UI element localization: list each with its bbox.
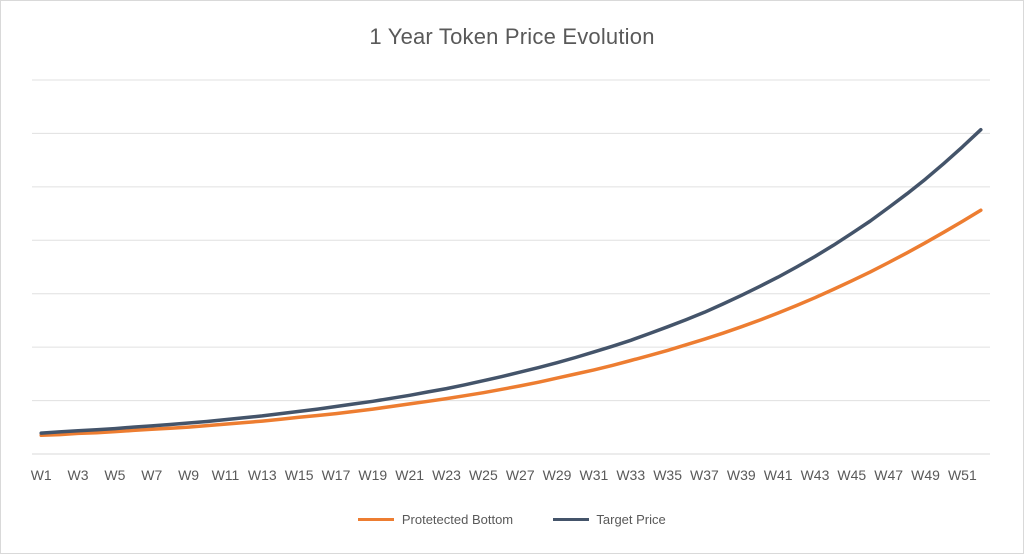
x-tick-label: W17 (322, 467, 351, 483)
x-tick-label: W39 (727, 467, 756, 483)
x-tick-label: W5 (104, 467, 125, 483)
x-tick-label: W9 (178, 467, 199, 483)
x-tick-label: W37 (690, 467, 719, 483)
x-tick-label: W23 (432, 467, 461, 483)
x-tick-label: W3 (68, 467, 89, 483)
legend: Protetected Bottom Target Price (0, 510, 1024, 527)
x-tick-label: W1 (31, 467, 52, 483)
x-tick-label: W21 (395, 467, 424, 483)
legend-item-target-price: Target Price (552, 511, 666, 527)
legend-label-protected-bottom: Protetected Bottom (401, 511, 514, 527)
x-tick-label: W33 (616, 467, 645, 483)
legend-swatch-protected-bottom (358, 517, 395, 521)
x-tick-label: W13 (248, 467, 277, 483)
series-lines (39, 127, 983, 438)
x-tick-label: W43 (801, 467, 830, 483)
x-tick-label: W25 (469, 467, 498, 483)
chart-title: 1 Year Token Price Evolution (369, 24, 655, 49)
x-tick-label: W29 (543, 467, 572, 483)
legend-swatch-target-price (552, 517, 589, 521)
x-tick-label: W45 (837, 467, 866, 483)
x-tick-label: W27 (506, 467, 535, 483)
x-tick-label: W49 (911, 467, 940, 483)
x-axis-ticks: W1 W3 W5 W7 W9 W11 W13 W15 W17 W19 W21 W23 W25 W27 W29… (31, 467, 977, 483)
x-tick-label: W19 (358, 467, 387, 483)
series-line-protected-bottom (39, 208, 983, 438)
legend-label-target-price: Target Price (596, 511, 666, 527)
x-tick-label: W11 (212, 467, 240, 483)
x-tick-label: W47 (874, 467, 903, 483)
series-line-target-price (39, 127, 983, 435)
x-tick-label: W35 (653, 467, 682, 483)
x-tick-label: W31 (580, 467, 609, 483)
x-tick-label: W51 (948, 467, 977, 483)
legend-item-protected-bottom: Protetected Bottom (358, 511, 513, 527)
x-tick-label: W41 (764, 467, 793, 483)
x-tick-label: W15 (285, 467, 314, 483)
x-tick-label: W7 (141, 467, 162, 483)
gridlines (32, 79, 990, 455)
